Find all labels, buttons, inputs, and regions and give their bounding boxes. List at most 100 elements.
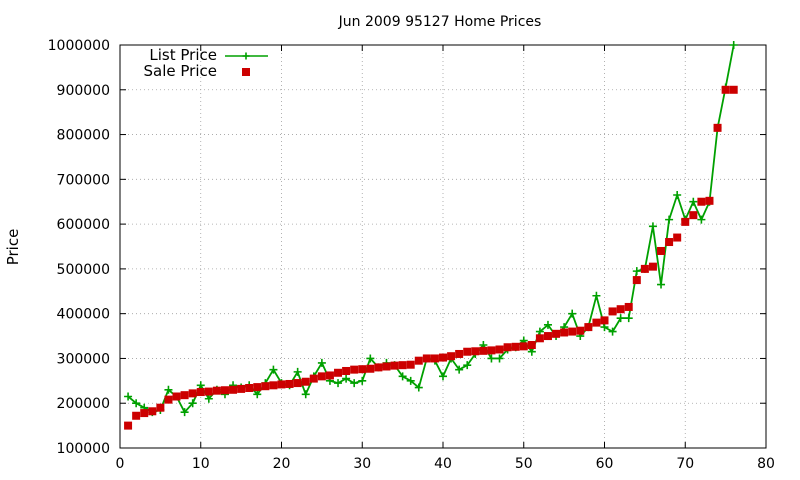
sale-price-point (414, 356, 423, 365)
legend-marker-list-price (242, 52, 250, 60)
sale-price-point (229, 385, 238, 394)
legend-marker-sale-price (242, 68, 250, 76)
list-price-point (568, 309, 577, 318)
list-price-point (543, 320, 552, 329)
sale-price-point (519, 342, 528, 351)
list-price-point (132, 399, 141, 408)
list-price-point (665, 215, 674, 224)
sale-price-point (180, 391, 189, 400)
sale-price-point (406, 360, 415, 369)
list-price-point (164, 385, 173, 394)
sale-price-point (277, 380, 286, 389)
sale-price-point (503, 343, 512, 352)
sale-price-point (632, 276, 641, 285)
list-price-point (204, 394, 213, 403)
list-price-point (592, 291, 601, 300)
sale-price-point (657, 246, 666, 255)
x-tick-label: 10 (192, 456, 210, 472)
y-tick-label: 1000000 (48, 38, 110, 54)
sale-price-point (463, 347, 472, 356)
sale-price-point (317, 372, 326, 381)
list-price-point (600, 323, 609, 332)
list-price-point (729, 41, 738, 49)
sale-price-point (132, 411, 141, 420)
sale-price-point (140, 409, 149, 418)
list-price-point (463, 361, 472, 370)
sale-price-point (124, 421, 133, 430)
sale-price-point (608, 307, 617, 316)
sale-price-point (334, 368, 343, 377)
y-tick-label: 500000 (57, 262, 110, 278)
legend: List Price Sale Price (144, 46, 268, 80)
list-price-point (632, 267, 641, 276)
sale-price-point (366, 364, 375, 373)
sale-price-point (245, 383, 254, 392)
y-axis-label: Price (4, 229, 22, 266)
list-price-point (398, 372, 407, 381)
x-tick-label: 40 (434, 456, 452, 472)
sale-price-point (600, 316, 609, 325)
sale-price-point (648, 262, 657, 271)
list-price-point (253, 390, 262, 399)
sale-price-point (527, 341, 536, 350)
list-price-point (334, 379, 343, 388)
list-price-point (439, 372, 447, 381)
x-tick-label: 30 (353, 456, 371, 472)
chart-title: Jun 2009 95127 Home Prices (338, 14, 542, 30)
sale-price-point (665, 238, 674, 247)
list-price-point (196, 381, 205, 390)
list-price-point (657, 280, 666, 289)
list-price-line (127, 44, 735, 414)
sale-price-point (543, 332, 552, 341)
sale-price-point (382, 362, 391, 371)
list-price-point (495, 354, 504, 363)
sale-price-point (188, 389, 197, 398)
sale-price-point (253, 383, 262, 392)
sale-price-point (560, 328, 569, 337)
sale-price-point (487, 346, 496, 355)
list-price-point (317, 358, 326, 367)
sale-price-point (640, 264, 649, 273)
list-price-point (455, 365, 464, 374)
sale-price-point (301, 377, 310, 386)
list-price-point (527, 347, 536, 356)
sale-price-point (568, 327, 577, 336)
x-tick-label: 20 (273, 456, 291, 472)
series (124, 41, 738, 430)
sale-price-point (471, 347, 480, 356)
list-price-point (673, 191, 682, 200)
list-price-point (358, 376, 367, 385)
list-price-point (689, 197, 698, 206)
sale-price-point (616, 305, 625, 314)
sale-price-point (261, 382, 270, 391)
y-tick-label: 600000 (57, 217, 110, 233)
list-price-point (648, 222, 657, 231)
sale-price-point (285, 379, 294, 388)
sale-price-point (697, 197, 706, 206)
sale-price-point (721, 85, 730, 94)
sale-price-point (495, 345, 504, 354)
y-tick-label: 300000 (57, 351, 110, 367)
sale-price-point (705, 196, 714, 205)
x-tick-label: 60 (596, 456, 614, 472)
legend-label-list-price: List Price (149, 46, 217, 64)
y-tick-label: 100000 (57, 441, 110, 457)
sale-price-point (689, 211, 698, 220)
list-price-point (616, 314, 625, 323)
list-price-point (487, 354, 496, 363)
list-price-point (269, 365, 278, 374)
y-tick-label: 700000 (57, 172, 110, 188)
sale-price-point (172, 392, 181, 401)
sale-price-point (350, 365, 359, 374)
x-tick-label: 0 (116, 456, 125, 472)
list-price-point (535, 327, 544, 336)
sale-price-point (592, 318, 601, 327)
sale-price-point (204, 387, 213, 396)
list-price-point (414, 383, 423, 392)
list-price-point (188, 399, 197, 408)
y-tick-label: 800000 (57, 128, 110, 144)
sale-price-point (309, 374, 318, 383)
list-price-point (301, 390, 310, 399)
sale-price-point (552, 329, 561, 338)
